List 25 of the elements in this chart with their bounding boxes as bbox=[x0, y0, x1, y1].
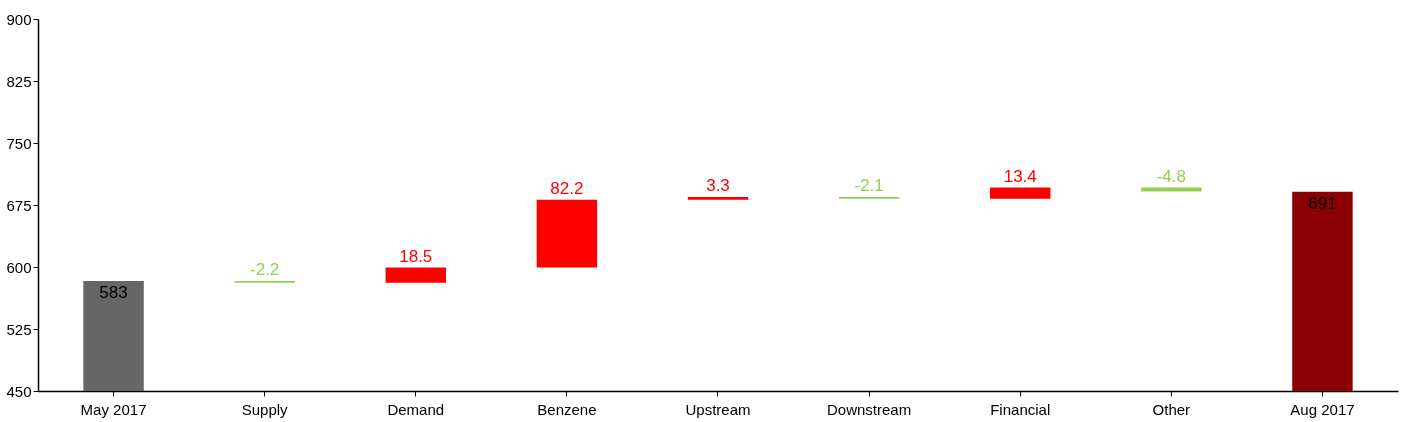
data-label: -4.8 bbox=[1156, 166, 1186, 186]
data-label: 18.5 bbox=[399, 246, 433, 266]
data-label: -2.2 bbox=[250, 260, 280, 280]
x-tick-label: Aug 2017 bbox=[1290, 400, 1355, 418]
data-label: 13.4 bbox=[1003, 166, 1037, 186]
y-tick-label: 750 bbox=[6, 134, 32, 152]
data-label: 3.3 bbox=[706, 175, 730, 195]
x-tick-label: Demand bbox=[387, 400, 445, 418]
y-tick-label: 675 bbox=[6, 196, 32, 214]
data-label: 691 bbox=[1308, 193, 1337, 213]
y-tick-label: 450 bbox=[6, 382, 32, 400]
y-tick-label: 525 bbox=[6, 320, 32, 338]
x-tick-label: Downstream bbox=[827, 400, 912, 418]
data-label: 583 bbox=[99, 283, 128, 303]
x-tick-label: Financial bbox=[990, 400, 1051, 418]
data-label: -2.1 bbox=[854, 175, 884, 195]
y-tick-label: 900 bbox=[6, 10, 32, 28]
x-tick-label: Other bbox=[1152, 400, 1191, 418]
y-tick-label: 600 bbox=[6, 258, 32, 276]
y-tick-label: 825 bbox=[6, 72, 32, 90]
x-tick-label: Supply bbox=[241, 400, 289, 418]
x-tick-label: Benzene bbox=[537, 400, 597, 418]
data-label: 82.2 bbox=[550, 178, 584, 198]
x-tick-label: May 2017 bbox=[80, 400, 147, 418]
x-tick-label: Upstream bbox=[685, 400, 751, 418]
